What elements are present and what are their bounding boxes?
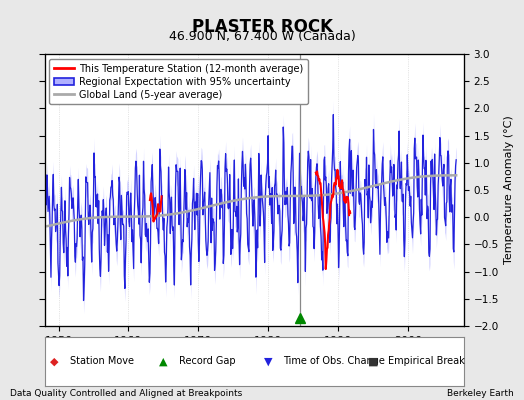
Text: Berkeley Earth: Berkeley Earth: [447, 389, 514, 398]
Legend: This Temperature Station (12-month average), Regional Expectation with 95% uncer: This Temperature Station (12-month avera…: [49, 59, 308, 104]
Text: 46.900 N, 67.400 W (Canada): 46.900 N, 67.400 W (Canada): [169, 30, 355, 43]
Text: Data Quality Controlled and Aligned at Breakpoints: Data Quality Controlled and Aligned at B…: [10, 389, 243, 398]
Y-axis label: Temperature Anomaly (°C): Temperature Anomaly (°C): [505, 116, 515, 264]
Text: PLASTER ROCK: PLASTER ROCK: [191, 18, 333, 36]
